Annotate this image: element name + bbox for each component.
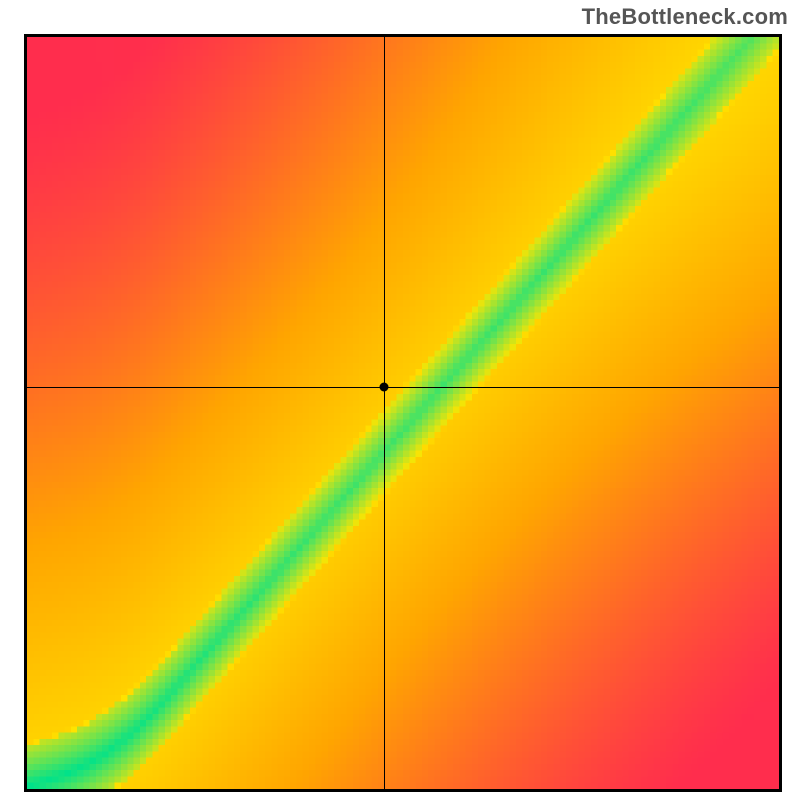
- bottleneck-heatmap: [27, 37, 779, 789]
- stage: TheBottleneck.com: [0, 0, 800, 800]
- watermark: TheBottleneck.com: [582, 4, 788, 30]
- bottleneck-heatmap-frame: [24, 34, 782, 792]
- crosshair-vertical: [384, 37, 385, 789]
- crosshair-point-icon: [380, 382, 389, 391]
- crosshair-horizontal: [27, 387, 779, 388]
